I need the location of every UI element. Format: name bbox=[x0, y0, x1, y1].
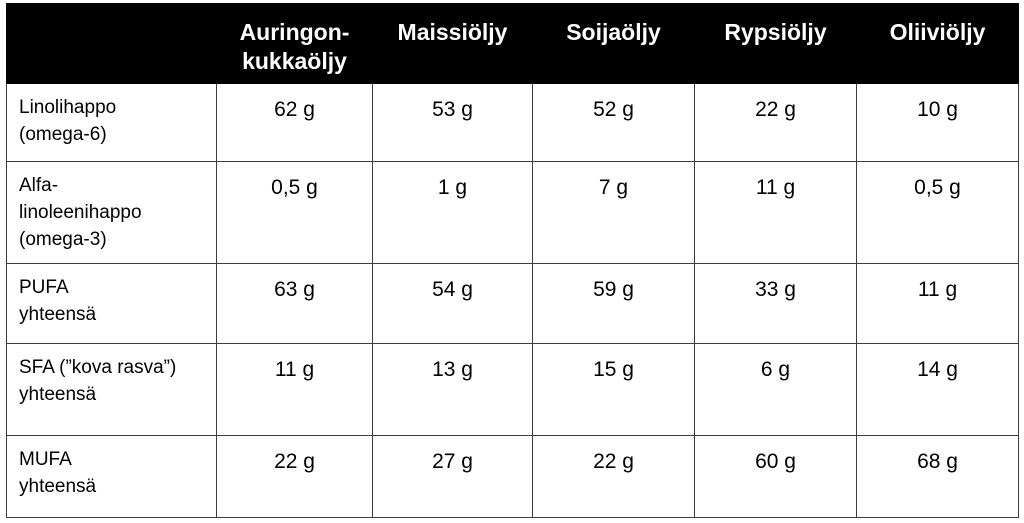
cell-value: 68 g bbox=[856, 435, 1019, 518]
cell-value: 22 g bbox=[216, 435, 373, 518]
table-row: Alfa-linoleenihappo (omega-3) 0,5 g 1 g 7… bbox=[6, 161, 1019, 264]
row-label-line2: yhteensä bbox=[19, 476, 97, 497]
header-sunflower-line2: kukkaöljy bbox=[242, 48, 347, 74]
cell-value: 15 g bbox=[532, 343, 695, 436]
cell-value: 59 g bbox=[532, 263, 695, 344]
cell-value: 63 g bbox=[216, 263, 373, 344]
table-row: SFA (”kova rasva”) yhteensä 11 g 13 g 15 … bbox=[6, 343, 1019, 436]
cell-value: 11 g bbox=[694, 161, 857, 264]
header-olive-oil: Oliiviöljy bbox=[856, 3, 1019, 84]
header-row: Auringon-kukkaöljy Maissiöljy Soijaöljy … bbox=[6, 3, 1019, 84]
header-sunflower-line1: Auringon- bbox=[239, 19, 350, 45]
header-corner bbox=[6, 3, 217, 84]
table-row: MUFA yhteensä 22 g 27 g 22 g 60 g 68 g bbox=[6, 435, 1019, 518]
cell-value: 11 g bbox=[856, 263, 1019, 344]
header-soybean-oil: Soijaöljy bbox=[532, 3, 695, 84]
row-label-line1: MUFA bbox=[19, 449, 72, 470]
row-label-mufa: MUFA yhteensä bbox=[6, 435, 217, 518]
row-label-line1: SFA (”kova rasva”) bbox=[19, 357, 177, 378]
row-label-line2: yhteensä bbox=[19, 304, 97, 325]
cell-value: 62 g bbox=[216, 83, 373, 162]
cell-value: 14 g bbox=[856, 343, 1019, 436]
cell-value: 13 g bbox=[372, 343, 533, 436]
cell-value: 1 g bbox=[372, 161, 533, 264]
row-label-pufa: PUFA yhteensä bbox=[6, 263, 217, 344]
cell-value: 22 g bbox=[694, 83, 857, 162]
header-sunflower-oil: Auringon-kukkaöljy bbox=[216, 3, 373, 84]
cell-value: 52 g bbox=[532, 83, 695, 162]
cell-value: 11 g bbox=[216, 343, 373, 436]
cell-value: 0,5 g bbox=[856, 161, 1019, 264]
row-label-line2: (omega-6) bbox=[19, 124, 107, 145]
oil-comparison-table: Auringon-kukkaöljy Maissiöljy Soijaöljy … bbox=[6, 3, 1019, 518]
row-label-line1: PUFA bbox=[19, 277, 69, 298]
fatty-acid-table: Auringon-kukkaöljy Maissiöljy Soijaöljy … bbox=[6, 3, 1019, 518]
cell-value: 0,5 g bbox=[216, 161, 373, 264]
cell-value: 22 g bbox=[532, 435, 695, 518]
row-label-linoleic: Linolihappo (omega-6) bbox=[6, 83, 217, 162]
row-label-line3: (omega-3) bbox=[19, 229, 107, 250]
row-label-alpha-linolenic: Alfa-linoleenihappo (omega-3) bbox=[6, 161, 217, 264]
row-label-line2: linoleenihappo bbox=[19, 202, 142, 223]
cell-value: 6 g bbox=[694, 343, 857, 436]
cell-value: 10 g bbox=[856, 83, 1019, 162]
cell-value: 53 g bbox=[372, 83, 533, 162]
header-corn-oil: Maissiöljy bbox=[372, 3, 533, 84]
row-label-sfa: SFA (”kova rasva”) yhteensä bbox=[6, 343, 217, 436]
row-label-line2: yhteensä bbox=[19, 384, 97, 405]
cell-value: 54 g bbox=[372, 263, 533, 344]
cell-value: 33 g bbox=[694, 263, 857, 344]
row-label-line1: Linolihappo bbox=[19, 97, 117, 118]
row-label-line1: Alfa- bbox=[19, 175, 59, 196]
cell-value: 27 g bbox=[372, 435, 533, 518]
cell-value: 7 g bbox=[532, 161, 695, 264]
header-rapeseed-oil: Rypsiöljy bbox=[694, 3, 857, 84]
table-row: PUFA yhteensä 63 g 54 g 59 g 33 g 11 g bbox=[6, 263, 1019, 344]
table-row: Linolihappo (omega-6) 62 g 53 g 52 g 22 g… bbox=[6, 83, 1019, 162]
cell-value: 60 g bbox=[694, 435, 857, 518]
